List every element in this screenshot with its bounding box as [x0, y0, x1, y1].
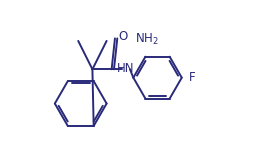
Text: F: F: [188, 71, 195, 84]
Text: NH$_2$: NH$_2$: [135, 32, 159, 47]
Text: O: O: [119, 30, 128, 43]
Text: HN: HN: [117, 62, 134, 75]
